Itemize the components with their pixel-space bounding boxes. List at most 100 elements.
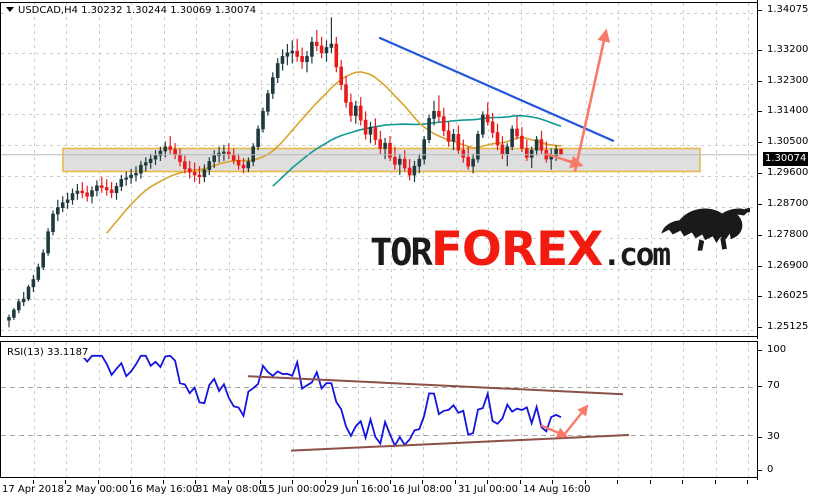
- time-tick-mark: [390, 480, 391, 484]
- time-axis[interactable]: 17 Apr 2018 2 May 00:00 16 May 16:00 31 May…: [0, 480, 818, 503]
- candle-body: [12, 309, 16, 318]
- candle-body: [124, 177, 128, 180]
- candle-body: [559, 148, 563, 156]
- candle-body: [329, 43, 334, 48]
- time-axis-label: 15 Jun 00:00: [262, 484, 326, 495]
- candle-body: [75, 190, 80, 194]
- candle-body: [7, 317, 11, 321]
- price-tick-mark: [758, 50, 762, 51]
- candle-body: [344, 84, 348, 103]
- time-tick-mark: [228, 480, 229, 484]
- price-chart-panel[interactable]: [0, 2, 818, 337]
- price-tick-label: 1.28700: [767, 198, 809, 209]
- candle-body: [402, 158, 407, 169]
- time-tick-mark: [33, 480, 34, 484]
- candle-body: [397, 158, 402, 165]
- rsi-plot-area[interactable]: [1, 342, 818, 477]
- time-tick-mark: [325, 480, 326, 484]
- triangle-down-icon[interactable]: [6, 7, 14, 12]
- time-tick-mark: [195, 480, 196, 484]
- candle-body: [60, 202, 65, 208]
- candle-body: [285, 52, 290, 57]
- current-price-tag: 1.30074: [763, 152, 809, 166]
- candle-body: [129, 174, 133, 179]
- candle-body: [466, 157, 471, 167]
- candle-body: [515, 128, 519, 137]
- price-plot-area[interactable]: [1, 3, 818, 336]
- candle-body: [485, 114, 490, 123]
- candle-body: [231, 154, 236, 161]
- candle-body: [280, 56, 285, 64]
- price-tick-label: 1.32300: [767, 75, 809, 86]
- price-tick-label: 1.26900: [767, 260, 809, 271]
- time-axis-label: 31 Jul 00:00: [458, 484, 518, 495]
- rsi-forecast-arrow-down: [540, 424, 569, 438]
- rsi-tick-label: 70: [767, 380, 780, 391]
- candle-body: [251, 146, 255, 162]
- candle-body: [158, 150, 163, 156]
- candle-body: [324, 47, 329, 54]
- price-tick-label: 1.26025: [767, 290, 809, 301]
- candle-body: [178, 154, 182, 162]
- candle-body: [21, 298, 26, 303]
- time-axis-label: 31 May 08:00: [196, 484, 265, 495]
- candle-body: [241, 164, 246, 169]
- candle-body: [85, 192, 89, 197]
- candle-body: [524, 148, 529, 158]
- time-tick-mark: [65, 480, 66, 484]
- price-axis-line: [757, 0, 758, 339]
- time-axis-label: 16 Jul 08:00: [392, 484, 452, 495]
- time-tick-mark: [455, 480, 456, 484]
- price-scale[interactable]: 1.34075 1.33200 1.32300 1.31400 1.30500 1.296…: [757, 0, 819, 339]
- candle-body: [16, 301, 21, 311]
- candle-body: [153, 155, 158, 160]
- candle-body: [368, 126, 373, 135]
- candle-body: [441, 116, 446, 132]
- candle-body: [451, 134, 456, 142]
- price-tick-mark: [758, 235, 762, 236]
- time-tick-mark: [585, 480, 586, 484]
- rsi-wedge-upper-trendline: [247, 375, 624, 396]
- time-tick-mark: [130, 480, 131, 484]
- candle-body: [314, 41, 319, 47]
- candle-body: [183, 161, 187, 170]
- rsi-tick-mark: [758, 437, 762, 438]
- candle-body: [90, 190, 94, 197]
- candle-body: [256, 128, 260, 148]
- candle-body: [471, 158, 475, 167]
- candle-body: [534, 139, 539, 151]
- candle-body: [529, 149, 534, 158]
- candle-body: [349, 102, 353, 116]
- time-axis-label: 16 May 16:00: [130, 484, 199, 495]
- candle-body: [246, 161, 251, 169]
- price-tick-label: 1.34075: [767, 4, 809, 15]
- candle-body: [300, 56, 304, 63]
- candle-body: [358, 105, 363, 121]
- candle-body: [270, 77, 275, 94]
- candle-body: [500, 144, 505, 155]
- rsi-indicator-panel[interactable]: RSI(13) 33.1187: [0, 341, 818, 478]
- candle-body: [422, 139, 427, 160]
- time-tick-mark: [650, 480, 651, 484]
- rsi-tick-label: 30: [767, 431, 780, 442]
- price-tick-label: 1.33200: [767, 44, 809, 55]
- price-tick-label: 1.31400: [767, 105, 809, 116]
- time-tick-mark: [487, 480, 488, 484]
- time-tick-mark: [520, 480, 521, 484]
- candle-body: [427, 118, 431, 141]
- candle-body: [456, 134, 461, 151]
- candle-body: [46, 231, 50, 254]
- time-tick-mark: [617, 480, 618, 484]
- candle-body: [222, 151, 226, 154]
- rsi-scale[interactable]: 100 70 30 0: [757, 341, 819, 480]
- candle-body: [505, 146, 510, 155]
- zone-rect: [62, 147, 701, 173]
- candle-body: [378, 139, 383, 149]
- price-tick-mark: [758, 142, 762, 143]
- rsi-tick-label: 0: [767, 464, 774, 475]
- candle-body: [510, 128, 514, 148]
- candle-body: [417, 158, 422, 167]
- candle-body: [144, 162, 148, 166]
- support-resistance-zone: [62, 147, 701, 173]
- candle-body: [393, 157, 397, 165]
